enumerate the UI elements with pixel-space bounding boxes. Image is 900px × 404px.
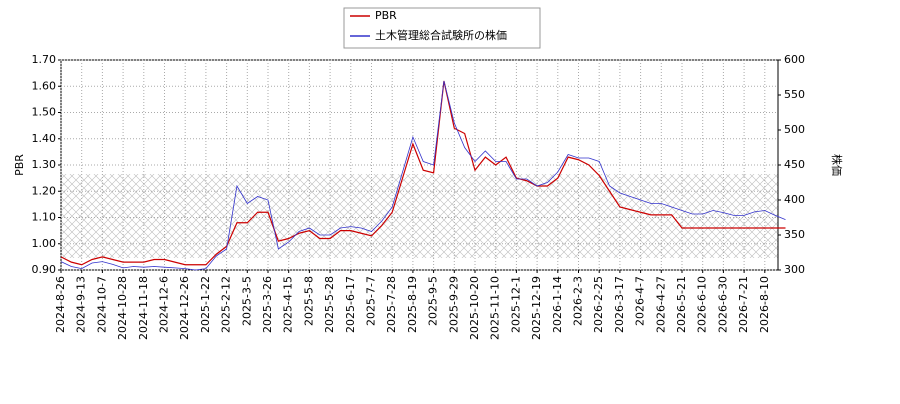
y2-tick-label: 500 (784, 123, 805, 136)
x-tick-label: 2025-10-20 (468, 276, 481, 340)
x-tick-label: 2025-9-29 (447, 276, 460, 333)
x-tick-label: 2026-6-30 (716, 276, 729, 333)
x-tick-label: 2024-12-26 (178, 276, 191, 340)
y2-tick-label: 350 (784, 228, 805, 241)
x-tick-label: 2025-9-5 (427, 276, 440, 326)
y2-tick-label: 300 (784, 263, 805, 276)
x-tick-label: 2026-8-10 (758, 276, 771, 333)
legend-label: PBR (375, 9, 397, 22)
x-tick-label: 2026-1-14 (551, 276, 564, 333)
x-tick-label: 2026-4-7 (634, 276, 647, 326)
y2-tick-label: 400 (784, 193, 805, 206)
x-tick-label: 2024-8-26 (54, 276, 67, 333)
x-tick-label: 2025-6-17 (344, 276, 357, 333)
y-tick-label: 1.40 (32, 132, 57, 145)
y2-axis-label: 株価 (830, 154, 844, 176)
series-line (60, 80, 786, 266)
y-tick-label: 1.10 (32, 211, 57, 224)
x-tick-label: 2026-2-3 (572, 276, 585, 326)
x-tick-label: 2026-4-27 (654, 276, 667, 333)
x-tick-label: 2026-2-25 (592, 276, 605, 333)
x-tick-label: 2025-1-22 (199, 276, 212, 333)
x-tick-label: 2024-11-18 (137, 276, 150, 340)
hatched-band (61, 174, 778, 258)
y2-tick-label: 450 (784, 158, 805, 171)
x-tick-label: 2025-12-19 (530, 276, 543, 340)
x-tick-label: 2025-3-26 (261, 276, 274, 333)
x-tick-label: 2025-8-19 (406, 276, 419, 333)
x-tick-label: 2025-3-5 (240, 276, 253, 326)
x-tick-label: 2025-7-28 (385, 276, 398, 333)
x-tick-label: 2026-6-10 (696, 276, 709, 333)
x-tick-label: 2026-7-21 (737, 276, 750, 333)
x-tick-label: 2025-7-7 (365, 276, 378, 326)
y-tick-label: 1.00 (32, 237, 57, 250)
y-tick-label: 0.90 (32, 263, 57, 276)
series-line (60, 80, 786, 271)
y2-tick-label: 550 (784, 88, 805, 101)
y2-tick-label: 600 (784, 53, 805, 66)
y-axis-label: PBR (13, 154, 26, 176)
x-tick-label: 2025-2-12 (220, 276, 233, 333)
x-tick-label: 2025-11-10 (489, 276, 502, 340)
y-tick-label: 1.30 (32, 158, 57, 171)
y-tick-label: 1.60 (32, 79, 57, 92)
legend (343, 7, 541, 49)
x-tick-label: 2025-4-15 (282, 276, 295, 333)
x-tick-label: 2025-12-1 (509, 276, 522, 333)
x-tick-label: 2025-5-28 (323, 276, 336, 333)
x-tick-label: 2024-10-7 (95, 276, 108, 333)
x-tick-label: 2024-12-6 (158, 276, 171, 333)
y-tick-label: 1.20 (32, 184, 57, 197)
x-tick-label: 2024-10-28 (116, 276, 129, 340)
x-tick-label: 2026-3-17 (613, 276, 626, 333)
y-tick-label: 1.70 (32, 53, 57, 66)
x-tick-label: 2025-5-8 (302, 276, 315, 326)
x-tick-label: 2024-9-13 (75, 276, 88, 333)
legend-label: 土木管理総合試験所の株価 (375, 28, 507, 42)
x-tick-label: 2026-5-21 (675, 276, 688, 333)
y-tick-label: 1.50 (32, 106, 57, 119)
